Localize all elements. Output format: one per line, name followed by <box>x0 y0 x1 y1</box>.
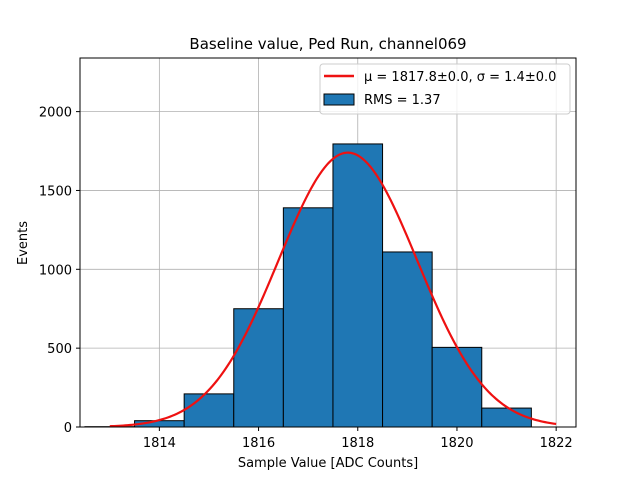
x-tick-label: 1818 <box>341 436 374 451</box>
legend-histogram-swatch <box>323 93 355 106</box>
y-tick-label: 1500 <box>39 184 72 199</box>
x-axis-ticks: 1814 1816 1818 1820 1822 <box>143 427 573 451</box>
x-tick-label: 1816 <box>242 436 275 451</box>
y-tick-label: 0 <box>64 421 72 436</box>
fit-curve-line <box>109 151 557 428</box>
x-tick-label: 1822 <box>540 436 573 451</box>
x-axis-label: Sample Value [ADC Counts] <box>238 456 418 471</box>
y-axis-ticks: 0 500 1000 1500 2000 <box>39 106 80 436</box>
legend: μ = 1817.8±0.0, σ = 1.4±0.0 RMS = 1.37 <box>319 63 571 115</box>
x-tick-label: 1820 <box>440 436 473 451</box>
y-tick-label: 2000 <box>39 106 72 121</box>
plot-frame <box>79 57 577 428</box>
histogram-bar <box>332 143 384 428</box>
y-tick-label: 1000 <box>39 263 72 278</box>
histogram-bar <box>233 308 284 428</box>
y-axis-label: Events <box>16 221 31 265</box>
x-tick-label: 1814 <box>143 436 176 451</box>
y-tick-label: 500 <box>47 342 72 357</box>
histogram-bars <box>84 143 532 428</box>
gaussian-fit <box>109 151 557 428</box>
histogram-bar <box>481 407 532 428</box>
legend-histogram-label: RMS = 1.37 <box>364 93 441 108</box>
chart-title: Baseline value, Ped Run, channel069 <box>189 35 466 53</box>
legend-fit-label: μ = 1817.8±0.0, σ = 1.4±0.0 <box>364 70 556 85</box>
legend-box <box>319 63 571 115</box>
histogram-bar <box>183 393 235 428</box>
histogram-bar <box>431 346 483 428</box>
histogram-bar <box>282 207 334 428</box>
